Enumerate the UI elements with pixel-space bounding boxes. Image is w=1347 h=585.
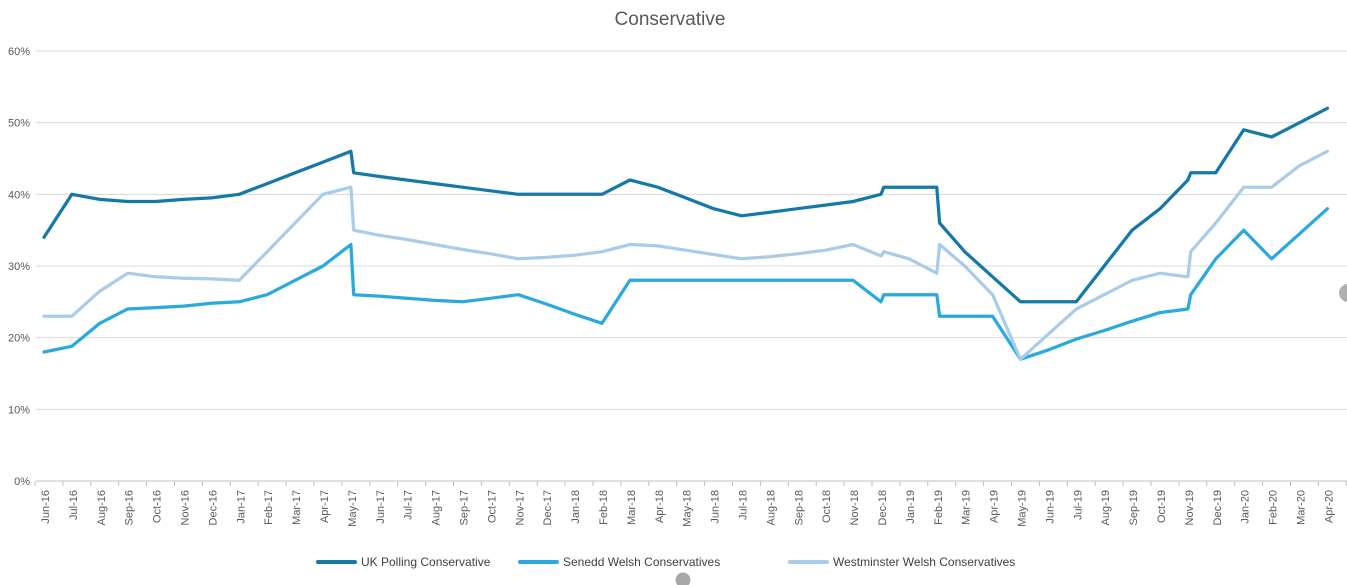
x-axis-label: Jan-19 — [905, 490, 917, 524]
y-axis-label: 60% — [8, 46, 30, 58]
legend-label-westminster-welsh-conservatives: Westminster Welsh Conservatives — [833, 555, 1015, 569]
x-axis-label: Dec-19 — [1212, 490, 1224, 525]
chart-title: Conservative — [615, 9, 726, 30]
y-axis-label: 10% — [8, 404, 30, 416]
x-axis-label: Mar-18 — [626, 490, 638, 525]
x-axis-label: Jul-16 — [68, 490, 80, 520]
legend-label-uk-polling-conservative: UK Polling Conservative — [361, 555, 491, 569]
series-line-uk-polling-conservative[interactable] — [42, 106, 1330, 304]
x-axis-label: Jun-17 — [375, 490, 387, 524]
x-axis-label: Jun-19 — [1044, 490, 1056, 524]
x-axis-labels: Jun-16 Jul-16 Aug-16 Sep-16 Oct-16 Nov-16 Dec-… — [34, 481, 1347, 527]
x-axis-label: Jul-19 — [1072, 490, 1084, 520]
x-axis-label: Dec-18 — [877, 490, 889, 525]
x-axis-label: Jul-18 — [738, 490, 750, 520]
x-axis-label: May-19 — [1017, 490, 1029, 527]
x-axis-label: Sep-18 — [793, 490, 805, 525]
legend-label-senedd-welsh-conservatives: Senedd Welsh Conservatives — [563, 555, 720, 569]
x-axis-label: Apr-17 — [319, 490, 331, 523]
x-axis-label: Dec-16 — [207, 490, 219, 525]
x-axis-label: Oct-17 — [486, 490, 498, 523]
x-axis-label: Nov-19 — [1184, 490, 1196, 525]
y-axis-label: 40% — [8, 189, 30, 201]
y-axis-labels: 0% 10% 20% 30% 40% 50% 60% — [8, 46, 30, 488]
x-axis-label: Aug-18 — [765, 490, 777, 525]
x-axis-label: Jun-18 — [710, 490, 722, 524]
series-line-westminster-welsh-conservatives[interactable] — [42, 149, 1330, 361]
legend-item-senedd-welsh-conservatives[interactable]: Senedd Welsh Conservatives — [518, 555, 720, 569]
x-axis-label: Feb-19 — [933, 490, 945, 525]
x-axis-label: Oct-19 — [1156, 490, 1168, 523]
y-axis-label: 50% — [8, 118, 30, 130]
x-axis-label: May-17 — [347, 490, 359, 527]
series-lines — [42, 106, 1330, 361]
x-axis-label: Mar-20 — [1296, 490, 1308, 525]
x-axis-label: Aug-19 — [1100, 490, 1112, 525]
x-axis-label: Mar-17 — [291, 490, 303, 525]
legend-item-uk-polling-conservative[interactable]: UK Polling Conservative — [316, 555, 491, 569]
x-axis-label: Jun-16 — [40, 490, 52, 524]
x-axis-label: Nov-18 — [849, 490, 861, 525]
x-axis-label: Oct-16 — [152, 490, 164, 523]
series-line-senedd-welsh-conservatives[interactable] — [42, 207, 1330, 361]
x-axis-label: Sep-19 — [1128, 490, 1140, 525]
x-axis-label: Sep-16 — [124, 490, 136, 525]
legend: UK Polling Conservative Senedd Welsh Cons… — [316, 555, 1015, 569]
y-axis-label: 0% — [14, 476, 30, 488]
side-panel-handle[interactable] — [1339, 284, 1347, 302]
x-axis-label: Mar-19 — [961, 490, 973, 525]
x-axis-label: Feb-20 — [1268, 490, 1280, 525]
x-axis-label: Jan-17 — [235, 490, 247, 524]
bottom-handle[interactable] — [675, 572, 691, 585]
legend-item-westminster-welsh-conservatives[interactable]: Westminster Welsh Conservatives — [788, 555, 1015, 569]
x-axis-label: Apr-19 — [989, 490, 1001, 523]
x-axis-label: Dec-17 — [542, 490, 554, 525]
x-axis-label: Sep-17 — [459, 490, 471, 525]
y-axis-label: 30% — [8, 261, 30, 273]
x-axis-label: Apr-20 — [1323, 490, 1335, 523]
x-axis-label: Feb-17 — [263, 490, 275, 525]
x-axis-label: Aug-16 — [96, 490, 108, 525]
gridlines — [36, 50, 1347, 482]
x-axis-label: Nov-17 — [514, 490, 526, 525]
x-axis-label: May-18 — [682, 490, 694, 527]
x-axis-label: Jan-20 — [1240, 490, 1252, 524]
x-axis-label: Jul-17 — [403, 490, 415, 520]
y-axis-label: 20% — [8, 333, 30, 345]
x-axis-label: Aug-17 — [431, 490, 443, 525]
x-axis-label: Oct-18 — [821, 490, 833, 523]
x-axis-label: Feb-18 — [598, 490, 610, 525]
x-axis-label: Jan-18 — [570, 490, 582, 524]
x-axis-label: Apr-18 — [654, 490, 666, 523]
x-axis-label: Nov-16 — [180, 490, 192, 525]
